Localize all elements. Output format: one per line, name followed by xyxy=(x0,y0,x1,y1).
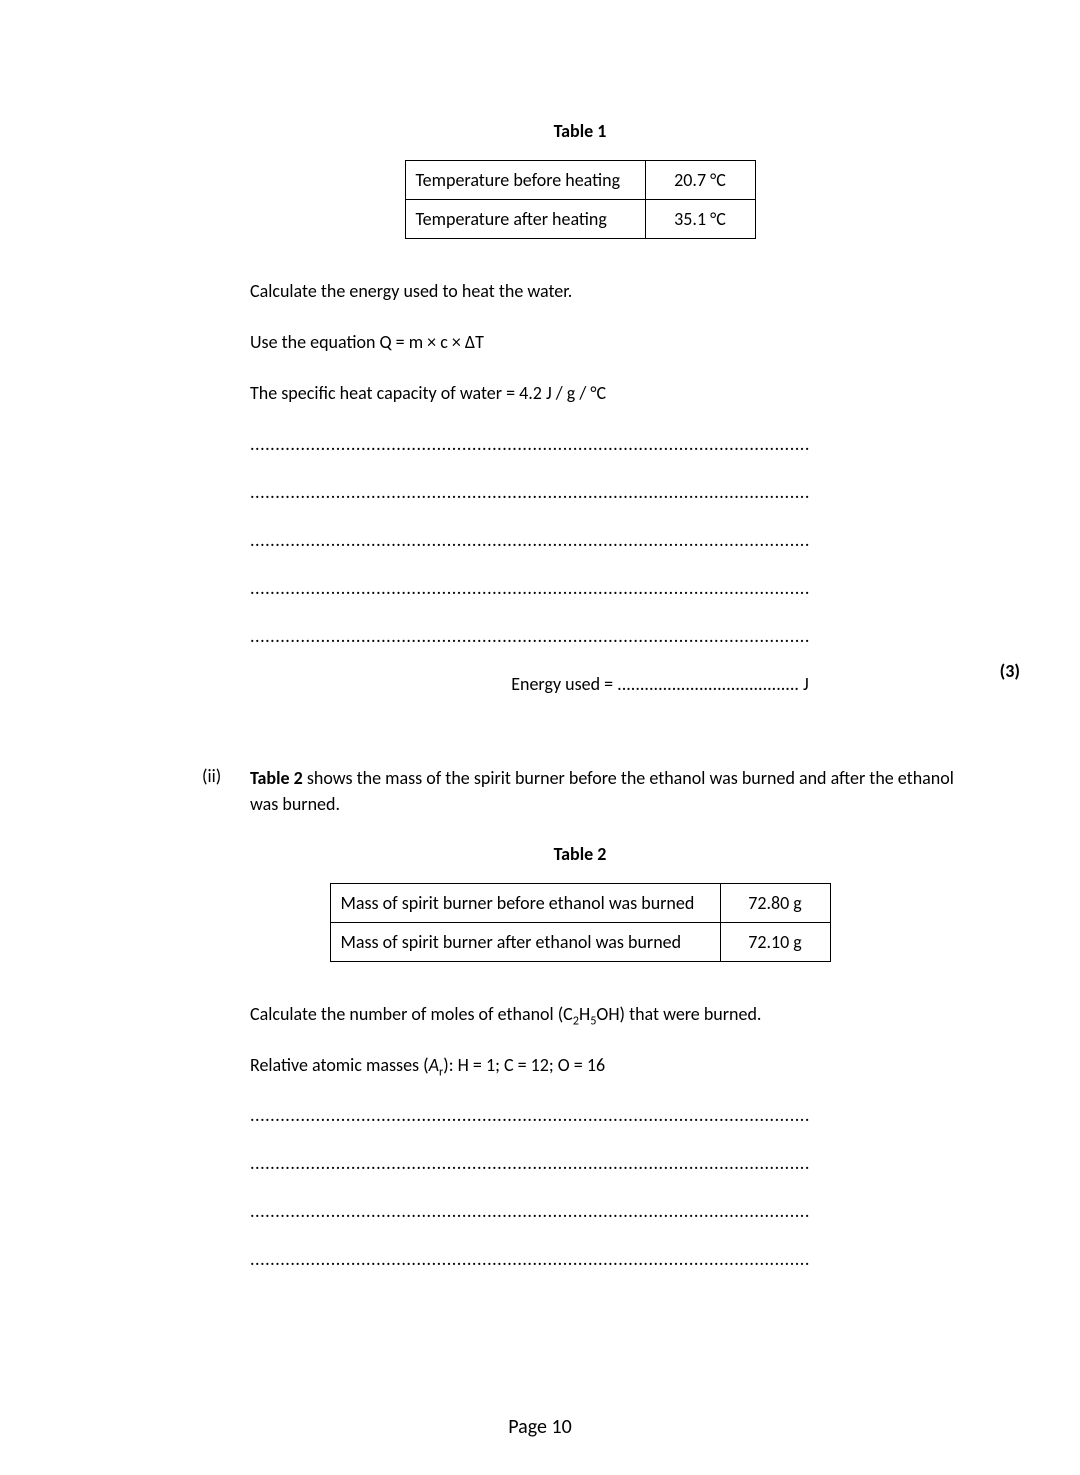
calc-b: H xyxy=(579,1003,590,1025)
calc-c: OH) that were burned. xyxy=(596,1003,761,1025)
table1-row0-value: 20.7 °C xyxy=(645,161,755,200)
table1-row1-value: 35.1 °C xyxy=(645,200,755,239)
working-line[interactable]: ........................................… xyxy=(250,1104,910,1126)
table-row: Mass of spirit burner before ethanol was… xyxy=(330,883,830,922)
table1-row0-label: Temperature before heating xyxy=(405,161,645,200)
table-row: Temperature before heating 20.7 °C xyxy=(405,161,755,200)
instruction-text: Calculate the energy used to heat the wa… xyxy=(250,279,910,304)
answer-dots: ........................................ xyxy=(617,673,799,695)
sub-question-number: (ii) xyxy=(202,765,250,787)
table-row: Temperature after heating 35.1 °C xyxy=(405,200,755,239)
table2-ref: Table 2 xyxy=(250,767,303,789)
table2-row0-value: 72.80 g xyxy=(720,883,830,922)
working-line[interactable]: ........................................… xyxy=(250,1152,910,1174)
answer-line-energy[interactable]: Energy used = ..........................… xyxy=(250,673,910,695)
table2: Mass of spirit burner before ethanol was… xyxy=(330,883,831,962)
calc-a: Calculate the number of moles of ethanol… xyxy=(250,1003,573,1025)
working-line[interactable]: ........................................… xyxy=(250,481,910,503)
sub-question-ii: (ii) Table 2 shows the mass of the spiri… xyxy=(202,765,980,817)
part-ii-content: Table 2 Mass of spirit burner before eth… xyxy=(250,843,910,1270)
part-i-content: Table 1 Temperature before heating 20.7 … xyxy=(250,120,910,695)
ram-sym: A xyxy=(429,1054,439,1076)
table2-row1-label: Mass of spirit burner after ethanol was … xyxy=(330,922,720,961)
marks-badge: (3) xyxy=(1000,660,1020,682)
table1-row1-label: Temperature after heating xyxy=(405,200,645,239)
table1: Temperature before heating 20.7 °C Tempe… xyxy=(405,160,756,239)
working-line[interactable]: ........................................… xyxy=(250,625,910,647)
ram-b: ): H = 1; C = 12; O = 16 xyxy=(443,1054,605,1076)
answer-prefix: Energy used = xyxy=(511,673,617,695)
equation-text: Use the equation Q = m × c × ΔT xyxy=(250,330,910,355)
table2-row0-label: Mass of spirit burner before ethanol was… xyxy=(330,883,720,922)
working-line[interactable]: ........................................… xyxy=(250,529,910,551)
table2-row1-value: 72.10 g xyxy=(720,922,830,961)
working-line[interactable]: ........................................… xyxy=(250,1200,910,1222)
table2-title: Table 2 xyxy=(330,843,830,865)
answer-unit: J xyxy=(799,673,809,695)
sub-question-intro: Table 2 shows the mass of the spirit bur… xyxy=(250,765,980,817)
table1-title: Table 1 xyxy=(405,120,755,142)
relative-atomic-masses: Relative atomic masses (Ar): H = 1; C = … xyxy=(250,1053,910,1078)
ram-a: Relative atomic masses ( xyxy=(250,1054,429,1076)
intro-rest: shows the mass of the spirit burner befo… xyxy=(250,767,954,815)
table-row: Mass of spirit burner after ethanol was … xyxy=(330,922,830,961)
shc-text: The specific heat capacity of water = 4.… xyxy=(250,381,910,406)
page-number: Page 10 xyxy=(0,1415,1080,1439)
exam-page: Table 1 Temperature before heating 20.7 … xyxy=(0,0,1080,1475)
working-line[interactable]: ........................................… xyxy=(250,1248,910,1270)
working-line[interactable]: ........................................… xyxy=(250,433,910,455)
working-line[interactable]: ........................................… xyxy=(250,577,910,599)
calc-instruction: Calculate the number of moles of ethanol… xyxy=(250,1002,910,1027)
